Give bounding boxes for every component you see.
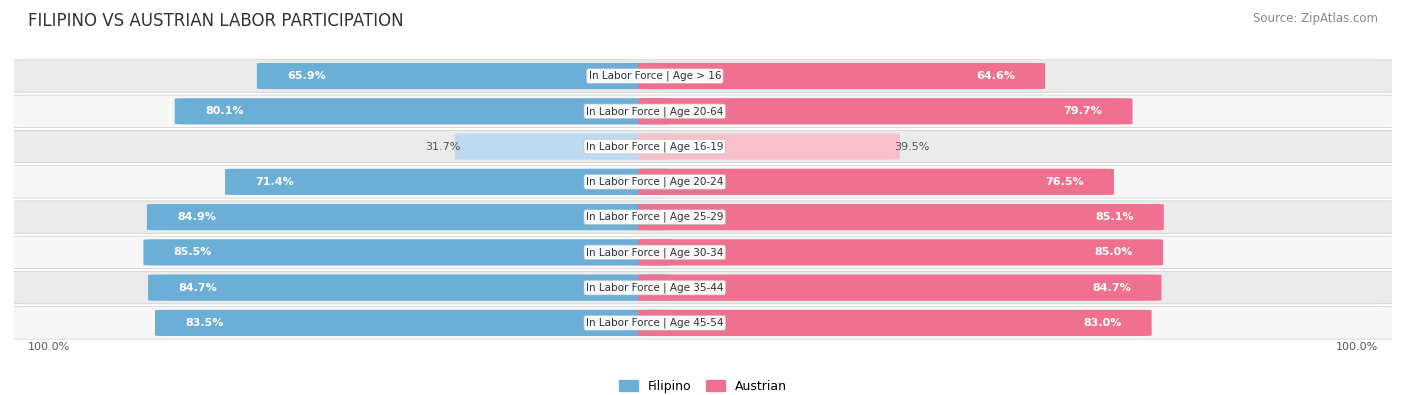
Text: 84.7%: 84.7%	[179, 283, 217, 293]
Text: 39.5%: 39.5%	[894, 141, 929, 152]
FancyBboxPatch shape	[257, 63, 671, 89]
FancyBboxPatch shape	[0, 201, 1406, 233]
Text: 31.7%: 31.7%	[425, 141, 460, 152]
Text: In Labor Force | Age 45-54: In Labor Force | Age 45-54	[586, 318, 724, 328]
FancyBboxPatch shape	[146, 204, 671, 230]
FancyBboxPatch shape	[0, 95, 1406, 128]
FancyBboxPatch shape	[155, 310, 671, 336]
FancyBboxPatch shape	[0, 236, 1406, 269]
FancyBboxPatch shape	[225, 169, 671, 195]
Text: 83.5%: 83.5%	[186, 318, 224, 328]
Text: In Labor Force | Age 20-64: In Labor Force | Age 20-64	[586, 106, 724, 117]
Text: 80.1%: 80.1%	[205, 106, 243, 116]
FancyBboxPatch shape	[0, 307, 1406, 339]
FancyBboxPatch shape	[0, 271, 1406, 304]
FancyBboxPatch shape	[0, 130, 1406, 163]
Text: In Labor Force | Age 20-24: In Labor Force | Age 20-24	[586, 177, 724, 187]
FancyBboxPatch shape	[638, 169, 1114, 195]
FancyBboxPatch shape	[454, 134, 671, 160]
FancyBboxPatch shape	[148, 275, 671, 301]
FancyBboxPatch shape	[638, 239, 1163, 265]
Text: 76.5%: 76.5%	[1045, 177, 1084, 187]
Text: In Labor Force | Age 16-19: In Labor Force | Age 16-19	[586, 141, 724, 152]
Legend: Filipino, Austrian: Filipino, Austrian	[614, 374, 792, 395]
Text: FILIPINO VS AUSTRIAN LABOR PARTICIPATION: FILIPINO VS AUSTRIAN LABOR PARTICIPATION	[28, 12, 404, 30]
Text: Source: ZipAtlas.com: Source: ZipAtlas.com	[1253, 12, 1378, 25]
Text: 64.6%: 64.6%	[976, 71, 1015, 81]
Text: In Labor Force | Age 35-44: In Labor Force | Age 35-44	[586, 282, 724, 293]
FancyBboxPatch shape	[638, 63, 1045, 89]
Text: In Labor Force | Age > 16: In Labor Force | Age > 16	[589, 71, 721, 81]
Text: 71.4%: 71.4%	[256, 177, 294, 187]
FancyBboxPatch shape	[638, 204, 1164, 230]
Text: 83.0%: 83.0%	[1083, 318, 1122, 328]
Text: In Labor Force | Age 25-29: In Labor Force | Age 25-29	[586, 212, 724, 222]
Text: 100.0%: 100.0%	[1336, 342, 1378, 352]
FancyBboxPatch shape	[638, 98, 1133, 124]
Text: 79.7%: 79.7%	[1063, 106, 1102, 116]
Text: 85.1%: 85.1%	[1095, 212, 1133, 222]
Text: 84.7%: 84.7%	[1092, 283, 1132, 293]
Text: 84.9%: 84.9%	[177, 212, 217, 222]
FancyBboxPatch shape	[638, 275, 1161, 301]
FancyBboxPatch shape	[0, 166, 1406, 198]
FancyBboxPatch shape	[174, 98, 671, 124]
Text: 65.9%: 65.9%	[287, 71, 326, 81]
Text: 85.0%: 85.0%	[1094, 247, 1133, 258]
FancyBboxPatch shape	[143, 239, 671, 265]
FancyBboxPatch shape	[638, 134, 900, 160]
FancyBboxPatch shape	[638, 310, 1152, 336]
FancyBboxPatch shape	[0, 60, 1406, 92]
Text: 85.5%: 85.5%	[174, 247, 212, 258]
Text: 100.0%: 100.0%	[28, 342, 70, 352]
Text: In Labor Force | Age 30-34: In Labor Force | Age 30-34	[586, 247, 724, 258]
